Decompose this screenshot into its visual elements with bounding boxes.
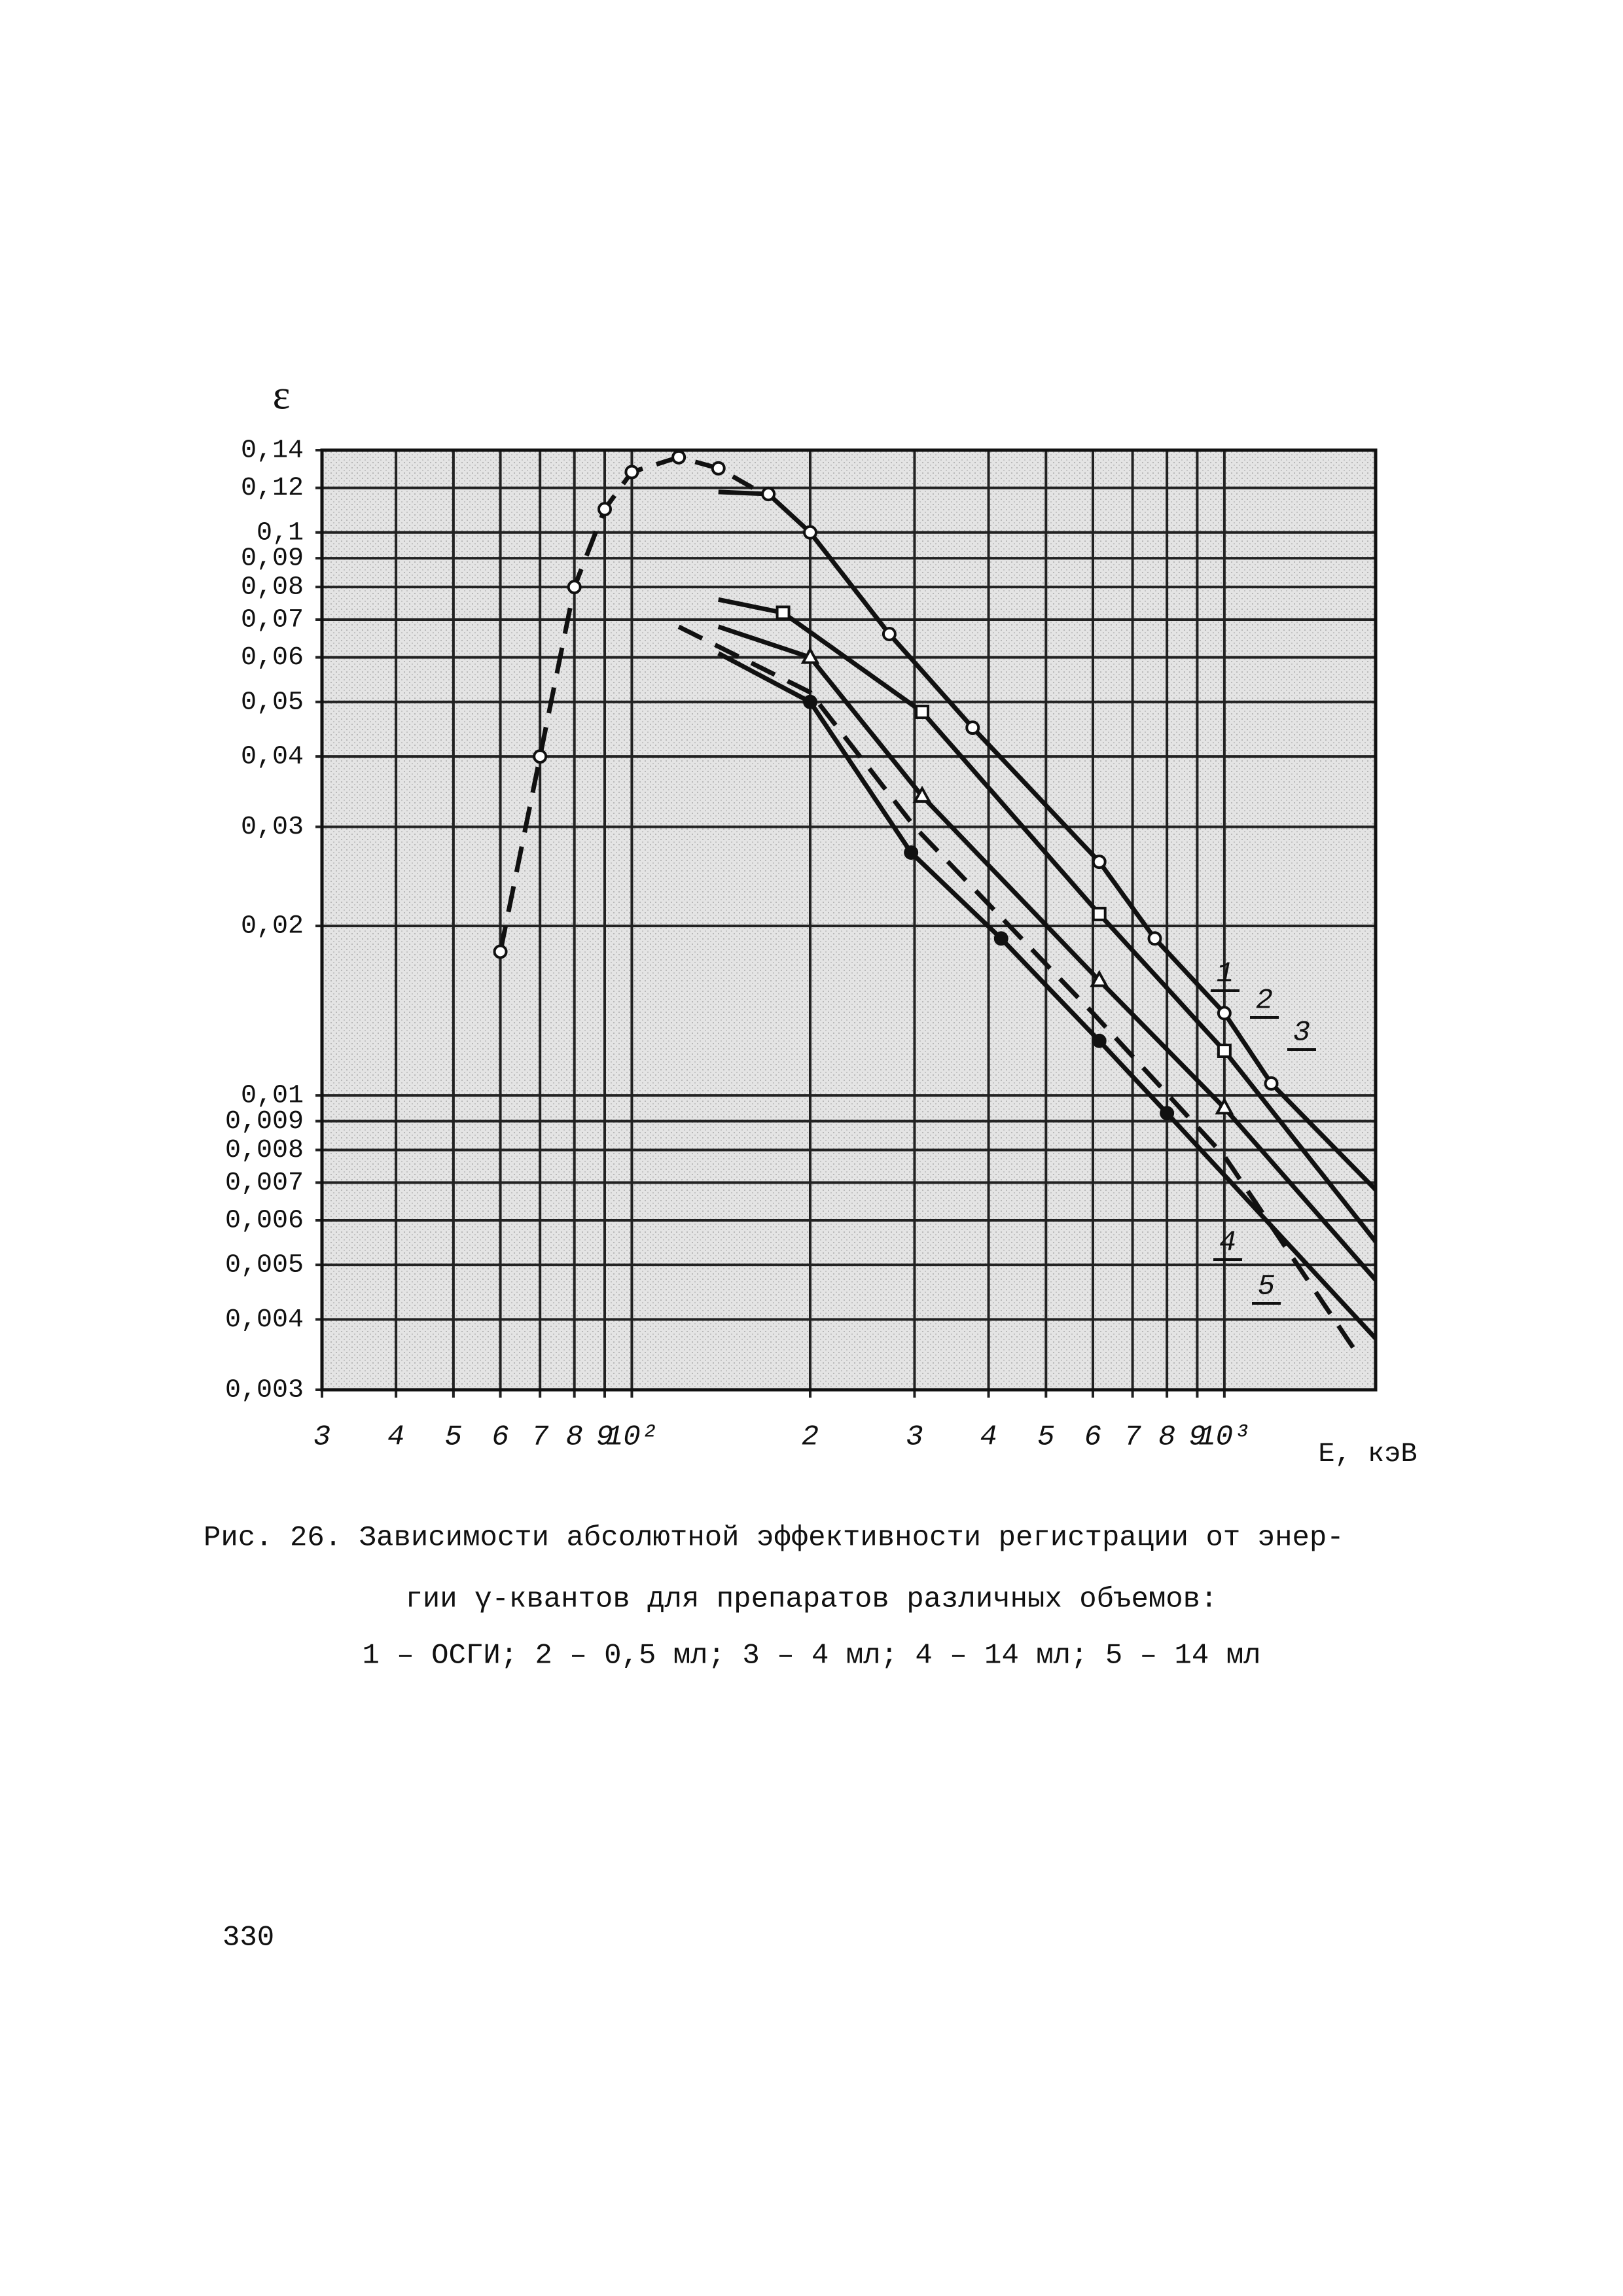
x-tick-label: 3 (313, 1421, 330, 1454)
curve-label: 1 (1217, 958, 1234, 991)
marker (1264, 1076, 1279, 1091)
marker (1160, 1106, 1175, 1121)
marker (915, 704, 930, 719)
curve-label: 3 (1293, 1017, 1310, 1050)
marker (776, 605, 791, 620)
caption-line: 1 – ОСГИ; 2 – 0,5 мл; 3 – 4 мл; 4 – 14 м… (362, 1640, 1260, 1672)
x-tick-label: 8 (1158, 1421, 1175, 1454)
marker (567, 580, 582, 595)
caption-line: Рис. 26. Зависимости абсолютной эффектив… (204, 1522, 1344, 1555)
x-tick-label: 9 (1188, 1421, 1205, 1454)
y-tick-label: 0,01 (241, 1082, 304, 1111)
y-tick-label: 0,1 (257, 518, 304, 548)
marker (533, 749, 548, 764)
y-tick-label: 0,04 (241, 743, 304, 772)
page-number: 330 (223, 1922, 274, 1954)
plot-frame (320, 448, 1378, 1392)
y-tick-label: 0,005 (225, 1251, 304, 1280)
marker (1147, 931, 1162, 946)
series-line (717, 624, 1378, 1282)
y-tick-label: 0,007 (225, 1169, 304, 1198)
x-tick-label: 5 (1037, 1421, 1054, 1454)
x-tick-label: 2 (802, 1421, 819, 1454)
curve-label: 2 (1256, 985, 1273, 1017)
marker (1092, 1033, 1107, 1048)
y-tick-label: 0,12 (241, 474, 304, 503)
y-tick-label: 0,14 (241, 436, 304, 466)
x-axis-label: E, кэВ (1318, 1438, 1417, 1470)
marker (671, 450, 687, 465)
y-tick-label: 0,003 (225, 1376, 304, 1405)
marker (800, 646, 820, 664)
plot-background (322, 450, 1376, 1390)
y-tick-label: 0,07 (241, 606, 304, 635)
y-tick-label: 0,02 (241, 912, 304, 942)
x-tick-label: 10² (606, 1421, 658, 1454)
marker (1217, 1006, 1232, 1021)
marker (965, 720, 980, 735)
x-tick-label: 3 (906, 1421, 923, 1454)
y-tick-label: 0,08 (241, 573, 304, 603)
x-tick-label: 4 (387, 1421, 404, 1454)
marker (711, 461, 726, 476)
marker (624, 465, 639, 480)
curve-label: 5 (1258, 1271, 1275, 1303)
curve-label: 4 (1219, 1227, 1236, 1260)
x-tick-label: 5 (445, 1421, 462, 1454)
marker (1217, 1043, 1232, 1058)
marker (912, 785, 932, 803)
marker (597, 502, 613, 517)
x-tick-label: 6 (1084, 1421, 1101, 1454)
y-tick-label: 0,05 (241, 688, 304, 717)
marker (1092, 855, 1107, 870)
marker (802, 694, 817, 709)
x-tick-label: 7 (531, 1421, 549, 1454)
marker (761, 487, 776, 502)
x-tick-label: 4 (980, 1421, 997, 1454)
y-tick-label: 0,009 (225, 1107, 304, 1137)
x-tick-label: 8 (565, 1421, 582, 1454)
y-tick-label: 0,09 (241, 544, 304, 574)
marker (882, 626, 897, 641)
x-tick-label: 6 (491, 1421, 508, 1454)
marker (1090, 970, 1109, 987)
y-tick-label: 0,03 (241, 813, 304, 842)
y-axis-label: ε (273, 372, 291, 418)
marker (493, 944, 508, 959)
x-tick-label: 10³ (1198, 1421, 1250, 1454)
marker (993, 931, 1008, 946)
x-tick-label: 9 (596, 1421, 613, 1454)
marker (904, 845, 919, 860)
marker (1215, 1097, 1234, 1115)
y-tick-label: 0,004 (225, 1305, 304, 1335)
x-tick-label: 7 (1124, 1421, 1141, 1454)
marker (1092, 906, 1107, 921)
y-tick-label: 0,008 (225, 1136, 304, 1165)
series-line (677, 624, 1363, 1361)
caption-line: гии γ-квантов для препаратов различных о… (405, 1583, 1217, 1616)
y-tick-label: 0,006 (225, 1207, 304, 1236)
series-line (718, 597, 1378, 1243)
y-tick-label: 0,06 (241, 643, 304, 673)
marker (802, 525, 817, 540)
series-line (718, 489, 1378, 1192)
